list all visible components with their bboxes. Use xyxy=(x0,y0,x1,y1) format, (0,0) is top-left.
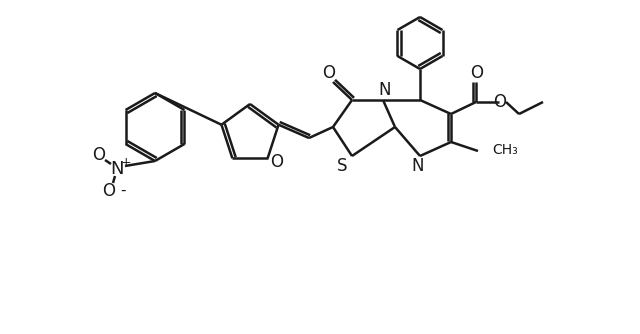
Text: N: N xyxy=(412,157,424,175)
Text: +: + xyxy=(121,156,131,168)
Text: N: N xyxy=(379,81,391,99)
Text: N: N xyxy=(110,160,124,178)
Text: O: O xyxy=(102,182,115,200)
Text: -: - xyxy=(120,182,125,197)
Text: CH₃: CH₃ xyxy=(492,143,518,157)
Text: O: O xyxy=(270,153,283,171)
Text: O: O xyxy=(493,93,506,111)
Text: S: S xyxy=(337,157,348,175)
Text: O: O xyxy=(470,64,483,82)
Text: O: O xyxy=(93,146,106,164)
Text: O: O xyxy=(323,64,335,82)
